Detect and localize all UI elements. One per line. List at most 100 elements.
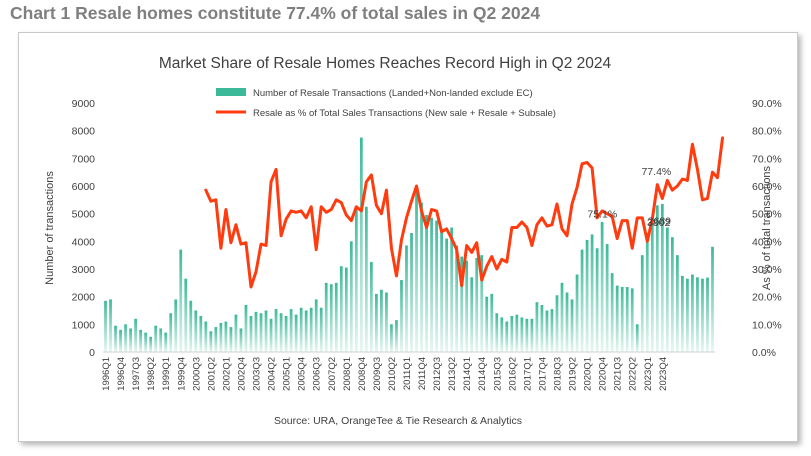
- x-tick-label: 2003Q3: [252, 357, 263, 391]
- left-tick-label: 7000: [72, 153, 96, 165]
- data-annotation: 3802: [647, 217, 671, 229]
- bar: [204, 321, 208, 352]
- x-tick-label: 2023Q1: [643, 357, 654, 391]
- bar: [224, 321, 228, 352]
- right-tick-label: 90.0%: [752, 98, 782, 110]
- x-tick-label: 2009Q3: [372, 357, 383, 391]
- bar: [520, 317, 524, 352]
- x-tick-label: 2018Q3: [552, 357, 563, 391]
- bar: [184, 278, 188, 352]
- bar: [696, 277, 699, 352]
- bar: [334, 282, 338, 352]
- bar: [635, 324, 639, 352]
- bar: [465, 260, 469, 352]
- bar: [515, 314, 519, 352]
- x-tick-label: 2020Q1: [583, 357, 594, 391]
- bar: [289, 309, 293, 352]
- x-tick-label: 2022Q2: [628, 357, 639, 391]
- bar: [660, 203, 664, 352]
- bar: [144, 332, 148, 352]
- bar: [344, 267, 348, 352]
- bar: [420, 202, 423, 352]
- bar: [580, 249, 584, 352]
- bar: [545, 310, 549, 352]
- bar: [104, 300, 107, 352]
- bar: [535, 302, 539, 352]
- right-tick-label: 70.0%: [752, 153, 782, 165]
- left-tick-label: 0: [89, 347, 95, 359]
- x-tick-label: 2007Q2: [327, 357, 338, 391]
- x-tick-label: 2011Q4: [417, 357, 428, 390]
- bar: [214, 327, 218, 352]
- bar: [585, 239, 589, 352]
- resale-share-line: [204, 136, 725, 289]
- bar: [686, 278, 689, 352]
- bar: [630, 288, 634, 352]
- x-tick-label: 2005Q1: [282, 357, 293, 391]
- left-axis-label: Number of transactions: [44, 171, 56, 285]
- bar: [450, 227, 454, 352]
- x-tick-label: 2006Q3: [312, 357, 323, 391]
- bar: [590, 234, 594, 352]
- bar: [329, 284, 333, 352]
- legend-line-label: Resale as % of Total Sales Transactions …: [253, 108, 556, 119]
- right-tick-label: 60.0%: [752, 181, 782, 193]
- bar: [691, 274, 694, 352]
- bar: [154, 325, 158, 352]
- bar: [681, 275, 684, 352]
- bar: [410, 233, 413, 352]
- left-tick-label: 1000: [72, 319, 96, 331]
- left-axis-ticks: 0 1000 2000 3000 4000 5000 6000 7000 8000 9000: [72, 98, 96, 359]
- bar: [480, 255, 484, 352]
- bar: [610, 273, 614, 352]
- x-tick-label: 2011Q1: [402, 357, 413, 390]
- x-tick-label: 2014Q1: [462, 357, 473, 391]
- bar: [139, 329, 142, 352]
- right-tick-label: 10.0%: [752, 319, 782, 331]
- bar: [645, 233, 649, 352]
- bar: [249, 316, 253, 352]
- page-title: Chart 1 Resale homes constitute 77.4% of…: [10, 3, 541, 23]
- bar: [435, 220, 438, 352]
- bar: [495, 313, 499, 352]
- bar: [279, 313, 283, 352]
- bar: [455, 245, 459, 352]
- x-tick-label: 2008Q1: [342, 357, 353, 391]
- bar: [239, 328, 243, 352]
- bar: [415, 190, 418, 352]
- bar: [375, 293, 378, 352]
- bar: [299, 307, 303, 352]
- bar: [605, 244, 609, 352]
- bar: [615, 285, 619, 352]
- bar: [555, 295, 559, 352]
- bar: [575, 274, 579, 352]
- bar: [670, 237, 674, 352]
- bar: [179, 249, 183, 352]
- bar: [530, 318, 534, 352]
- bar: [149, 336, 153, 352]
- bar: [109, 299, 112, 352]
- x-tick-label: 2005Q4: [297, 357, 308, 391]
- left-tick-label: 6000: [72, 181, 96, 193]
- x-tick-label: 2019Q2: [568, 357, 579, 391]
- bar: [349, 241, 353, 352]
- x-tick-label: 2001Q2: [206, 357, 217, 391]
- left-tick-label: 9000: [72, 98, 96, 110]
- bar: [600, 221, 604, 352]
- bar: [194, 310, 198, 352]
- bar: [234, 314, 238, 352]
- legend: Number of Resale Transactions (Landed+No…: [216, 88, 556, 119]
- x-tick-label: 1996Q4: [116, 357, 127, 391]
- x-tick-label: 1999Q4: [176, 357, 187, 391]
- right-axis-ticks: 0.0% 10.0% 20.0% 30.0% 40.0% 50.0% 60.0% 70.0% 8…: [752, 98, 782, 359]
- left-tick-label: 4000: [72, 236, 96, 248]
- bar: [640, 255, 644, 352]
- bar: [294, 314, 298, 352]
- bar: [470, 277, 474, 352]
- legend-bar-swatch: [216, 88, 246, 96]
- right-axis-label: As % of total transactions: [761, 165, 773, 290]
- data-annotation: 75.1%: [587, 209, 617, 221]
- bar: [560, 282, 564, 352]
- bar: [425, 215, 428, 352]
